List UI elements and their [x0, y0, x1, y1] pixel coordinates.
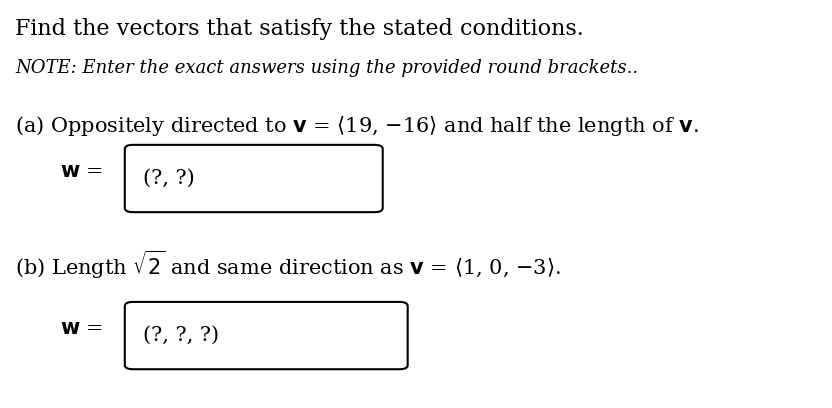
- Text: Find the vectors that satisfy the stated conditions.: Find the vectors that satisfy the stated…: [15, 18, 584, 40]
- Text: (a) Oppositely directed to $\mathbf{v}$ = $\langle$19, $-$16$\rangle$ and half t: (a) Oppositely directed to $\mathbf{v}$ …: [15, 114, 699, 138]
- FancyBboxPatch shape: [125, 302, 408, 369]
- Text: (b) Length $\sqrt{2}$ and same direction as $\mathbf{v}$ = $\langle$1, 0, $-$3$\: (b) Length $\sqrt{2}$ and same direction…: [15, 249, 561, 281]
- Text: $\mathbf{w}$ =: $\mathbf{w}$ =: [60, 319, 103, 338]
- Text: (?, ?, ?): (?, ?, ?): [143, 326, 219, 345]
- Text: $\mathbf{w}$ =: $\mathbf{w}$ =: [60, 162, 103, 181]
- FancyBboxPatch shape: [125, 145, 383, 212]
- Text: (?, ?): (?, ?): [143, 169, 195, 188]
- Text: NOTE: Enter the exact answers using the provided round brackets..: NOTE: Enter the exact answers using the …: [15, 59, 638, 77]
